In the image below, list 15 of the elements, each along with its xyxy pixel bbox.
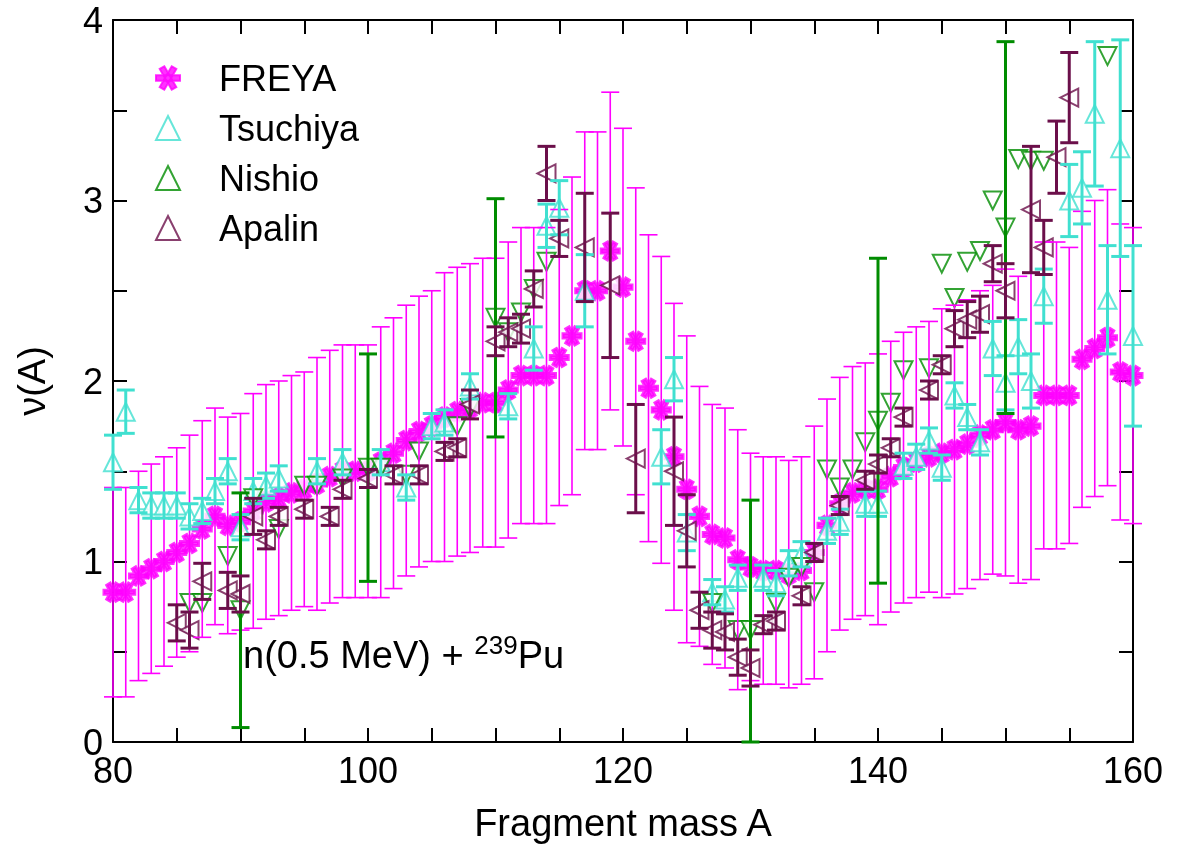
x-tick-label: 100 — [337, 749, 399, 791]
legend-label: Apalin — [219, 207, 320, 249]
legend-label: Nishio — [219, 157, 320, 199]
y-tick-label: 2 — [82, 360, 103, 402]
annotation: n(0.5 MeV) + $^{239}$Pu — [243, 630, 565, 677]
y-tick-label: 3 — [82, 180, 103, 221]
y-tick-label: 1 — [82, 541, 103, 582]
legend-label: Tsuchiya — [219, 107, 361, 149]
legend-label: FREYA — [219, 57, 337, 99]
x-tick-label: 160 — [1102, 749, 1164, 791]
y-tick-label: 4 — [82, 0, 103, 41]
x-tick-label: 140 — [847, 749, 909, 791]
y-axis-title: ν(A) — [11, 346, 53, 416]
x-axis-title: Fragment mass A — [474, 802, 773, 844]
x-tick-label: 120 — [592, 749, 654, 791]
